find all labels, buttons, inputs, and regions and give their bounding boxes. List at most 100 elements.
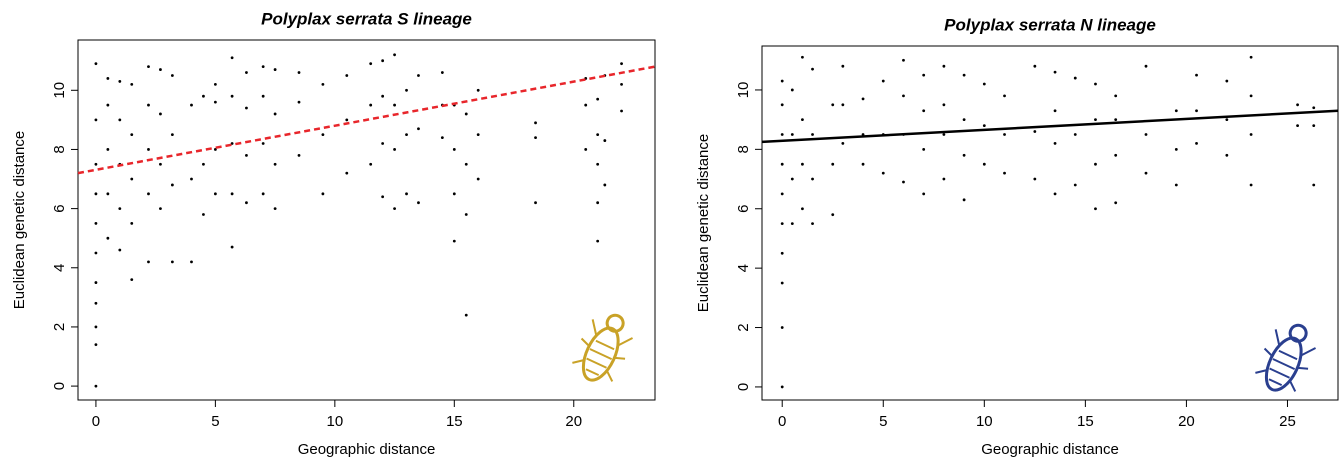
point [190, 177, 193, 181]
point [922, 147, 926, 151]
point [452, 148, 456, 151]
point [780, 281, 784, 285]
point [801, 55, 804, 59]
point [584, 148, 588, 151]
point [118, 207, 122, 211]
point [534, 121, 537, 125]
x-tick-label: 20 [1178, 413, 1195, 430]
point [790, 88, 794, 92]
point [321, 133, 325, 137]
point [790, 133, 794, 136]
point [1249, 133, 1253, 136]
point [440, 136, 444, 140]
point [596, 239, 600, 243]
point [94, 192, 98, 196]
point [464, 313, 468, 317]
point [94, 325, 98, 329]
point [440, 71, 444, 74]
point [381, 59, 385, 63]
point [369, 103, 373, 107]
point [417, 74, 420, 77]
point [297, 100, 301, 104]
point [230, 56, 234, 60]
point [584, 103, 588, 107]
point [1249, 94, 1253, 98]
point [345, 171, 349, 175]
y-tick-label: 10 [735, 82, 752, 99]
point [1053, 142, 1057, 145]
point [405, 133, 408, 137]
point [780, 385, 784, 389]
point [596, 133, 600, 137]
point [942, 133, 946, 136]
point [1073, 183, 1077, 187]
point [620, 62, 623, 66]
point [942, 103, 946, 107]
point [190, 103, 193, 107]
x-tick-label: 5 [879, 413, 887, 430]
point [1144, 133, 1148, 136]
point [1094, 162, 1097, 166]
point [881, 79, 885, 83]
point [273, 112, 277, 116]
point [962, 118, 966, 122]
point [1296, 124, 1299, 127]
point [790, 177, 794, 181]
point [1249, 55, 1253, 59]
point [1033, 130, 1037, 133]
point [596, 97, 600, 101]
point [464, 213, 468, 216]
point [345, 118, 349, 122]
point [780, 251, 784, 255]
point [130, 278, 134, 282]
y-tick-label: 6 [51, 204, 68, 212]
y-tick-label: 2 [51, 323, 68, 331]
point [130, 177, 134, 181]
point [94, 118, 98, 122]
x-tick-label: 25 [1279, 413, 1296, 430]
point [476, 177, 480, 181]
point [230, 192, 234, 196]
point [801, 162, 804, 166]
point [464, 112, 468, 116]
point [1003, 133, 1006, 136]
trend-line [761, 109, 1339, 144]
point [147, 260, 150, 264]
point [405, 88, 408, 92]
point [213, 192, 217, 196]
point [147, 65, 150, 69]
point [118, 248, 122, 252]
point [230, 142, 234, 145]
point [417, 201, 420, 205]
louse-icon [1255, 323, 1317, 392]
point [245, 71, 248, 74]
point [261, 142, 265, 145]
point [452, 192, 456, 196]
y-tick-label: 2 [735, 323, 752, 331]
point [1296, 103, 1299, 107]
point [118, 118, 122, 122]
point [841, 142, 845, 145]
point [1114, 94, 1118, 98]
point [596, 162, 600, 166]
louse-icon [572, 313, 634, 382]
point [1225, 118, 1229, 122]
point [1174, 109, 1178, 113]
point [381, 142, 385, 145]
x-tick-label: 10 [326, 413, 343, 430]
icon-head [1288, 323, 1308, 343]
point [1003, 94, 1006, 98]
point [1312, 183, 1316, 187]
point [1033, 177, 1037, 181]
point [273, 207, 277, 211]
point [603, 183, 607, 187]
point [861, 162, 865, 166]
point [780, 162, 784, 166]
point [1053, 192, 1057, 196]
point [230, 94, 234, 98]
chart-title: Polyplax serrata S lineage [261, 9, 472, 28]
plot-frame [77, 39, 656, 401]
point [801, 207, 804, 211]
point [106, 148, 110, 151]
trend-line [77, 65, 656, 175]
